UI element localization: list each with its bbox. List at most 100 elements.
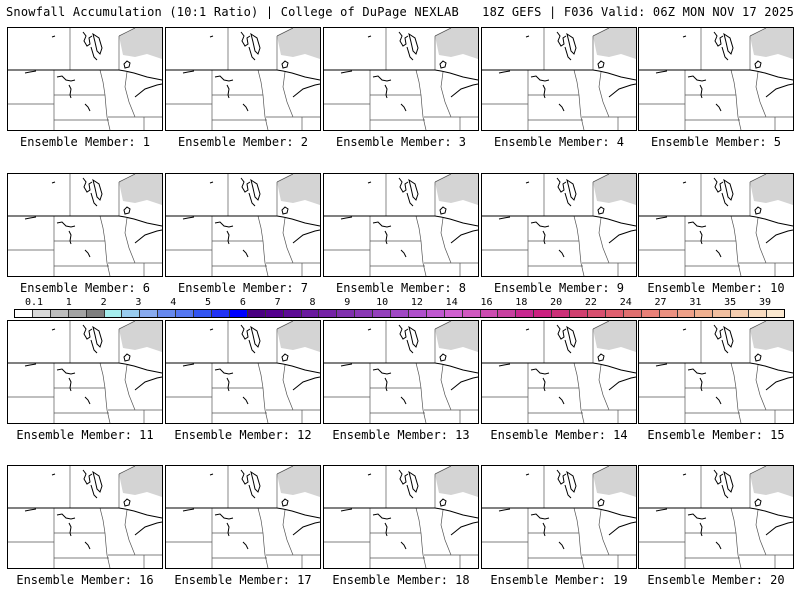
ensemble-panel: Ensemble Member: 2 [165, 27, 321, 149]
snowfall-map [7, 465, 163, 569]
ensemble-panel: Ensemble Member: 10 [638, 173, 794, 295]
colorbar-tick-label: 27 [654, 297, 667, 308]
colorbar-tick-label: 6 [239, 297, 246, 308]
colorbar-cell [337, 310, 356, 317]
snowfall-map [481, 320, 637, 424]
ensemble-panel: Ensemble Member: 16 [7, 465, 163, 587]
snowfall-map [323, 27, 479, 131]
ensemble-panel: Ensemble Member: 11 [7, 320, 163, 442]
colorbar-cell [534, 310, 553, 317]
ensemble-panel: Ensemble Member: 13 [323, 320, 479, 442]
snowfall-map [638, 320, 794, 424]
colorbar-cell [355, 310, 374, 317]
colorbar-cell [516, 310, 535, 317]
panel-label: Ensemble Member: 20 [647, 573, 785, 587]
snowfall-map [165, 320, 321, 424]
colorbar-cell [426, 310, 445, 317]
colorbar-cell [373, 310, 392, 317]
panel-label: Ensemble Member: 17 [174, 573, 312, 587]
ensemble-panel: Ensemble Member: 19 [481, 465, 637, 587]
colorbar-cell [677, 310, 696, 317]
panel-label: Ensemble Member: 1 [19, 135, 151, 149]
colorbar-tick-label: 0.1 [24, 297, 44, 308]
ensemble-panel: Ensemble Member: 1 [7, 27, 163, 149]
ensemble-panel: Ensemble Member: 17 [165, 465, 321, 587]
panel-label: Ensemble Member: 10 [647, 281, 785, 295]
ensemble-panel: Ensemble Member: 7 [165, 173, 321, 295]
panel-label: Ensemble Member: 19 [490, 573, 628, 587]
colorbar-tick-label: 14 [445, 297, 458, 308]
panel-label: Ensemble Member: 18 [332, 573, 470, 587]
colorbar-tick-label: 35 [724, 297, 737, 308]
colorbar-tick-label: 18 [515, 297, 528, 308]
ensemble-panel: Ensemble Member: 9 [481, 173, 637, 295]
ensemble-panel: Ensemble Member: 18 [323, 465, 479, 587]
ensemble-panel: Ensemble Member: 14 [481, 320, 637, 442]
colorbar-cell [391, 310, 409, 317]
snowfall-map [7, 320, 163, 424]
colorbar-tick-label: 39 [758, 297, 772, 308]
panel-label: Ensemble Member: 6 [19, 281, 151, 295]
snowfall-map [7, 27, 163, 131]
colorbar-cell [283, 310, 302, 317]
panel-label: Ensemble Member: 11 [16, 428, 154, 442]
colorbar-cell [229, 310, 248, 317]
snowfall-map [481, 465, 637, 569]
colorbar-cell [104, 310, 123, 317]
chart-title: Snowfall Accumulation (10:1 Ratio) | Col… [6, 5, 459, 19]
colorbar-cell [140, 310, 159, 317]
colorbar-cell [247, 310, 266, 317]
colorbar-tick-label: 1 [65, 297, 72, 308]
run-info: 18Z GEFS | F036 Valid: 06Z MON NOV 17 20… [482, 5, 794, 19]
colorbar-tick-label: 9 [344, 297, 351, 308]
colorbar-tick-label: 31 [689, 297, 702, 308]
ensemble-panel: Ensemble Member: 4 [481, 27, 637, 149]
panel-label: Ensemble Member: 15 [647, 428, 785, 442]
colorbar-tick-label: 3 [135, 297, 142, 308]
colorbar-cell [265, 310, 284, 317]
ensemble-panel: Ensemble Member: 12 [165, 320, 321, 442]
colorbar-tick-label: 5 [205, 297, 212, 308]
colorbar-cell [194, 310, 212, 317]
panel-label: Ensemble Member: 14 [490, 428, 628, 442]
colorbar-cell [50, 310, 69, 317]
colorbar-cell [408, 310, 427, 317]
colorbar-tick-label: 20 [550, 297, 563, 308]
snowfall-map [165, 173, 321, 277]
panel-label: Ensemble Member: 3 [335, 135, 467, 149]
colorbar-cell [462, 310, 481, 317]
snowfall-map [481, 173, 637, 277]
snowfall-map [481, 27, 637, 131]
panel-label: Ensemble Member: 5 [650, 135, 782, 149]
ensemble-panel: Ensemble Member: 6 [7, 173, 163, 295]
colorbar-tick-label: 2 [100, 297, 107, 308]
snowfall-map [638, 27, 794, 131]
colorbar-cell [713, 310, 732, 317]
colorbar-tick-label: 16 [480, 297, 493, 308]
colorbar-cell [641, 310, 660, 317]
snowfall-map [323, 320, 479, 424]
colorbar-cell [749, 310, 768, 317]
ensemble-panel: Ensemble Member: 5 [638, 27, 794, 149]
colorbar-cell [444, 310, 463, 317]
colorbar-cell [480, 310, 499, 317]
colorbar-cell [498, 310, 517, 317]
ensemble-panel: Ensemble Member: 3 [323, 27, 479, 149]
ensemble-panel: Ensemble Member: 20 [638, 465, 794, 587]
colorbar-legend: 0.1 1 2 3 4 5 6 7 8 9 10 12 14 16 18 20 22 24 27 31 35 39 [14, 297, 785, 318]
panel-label: Ensemble Member: 16 [16, 573, 154, 587]
colorbar-cell [552, 310, 571, 317]
colorbar-cell [15, 310, 33, 317]
colorbar-cell [211, 310, 230, 317]
panel-label: Ensemble Member: 7 [177, 281, 309, 295]
colorbar-cell [319, 310, 338, 317]
colorbar-cell [86, 310, 105, 317]
colorbar-tick-label: 10 [376, 297, 389, 308]
colorbar-cell [731, 310, 750, 317]
snowfall-map [638, 465, 794, 569]
ensemble-panel: Ensemble Member: 15 [638, 320, 794, 442]
colorbar-tick-label: 12 [410, 297, 423, 308]
colorbar-cell [659, 310, 678, 317]
colorbar-tick-label: 4 [170, 297, 177, 308]
panel-label: Ensemble Member: 9 [493, 281, 625, 295]
